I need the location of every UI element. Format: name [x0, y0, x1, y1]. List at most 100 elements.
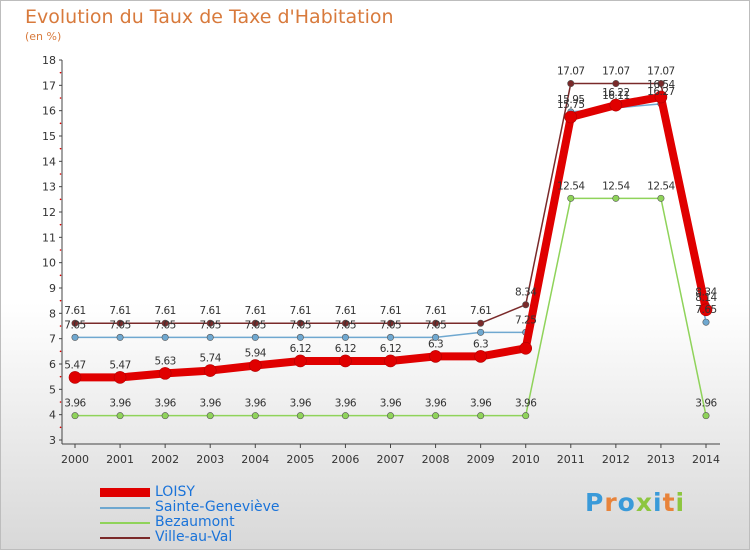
data-label: 6.12: [290, 343, 311, 355]
data-label: 7.25: [515, 314, 536, 326]
x-tick-label: 2006: [331, 453, 359, 466]
y-minor-tick: [59, 223, 62, 226]
data-label: 3.96: [515, 398, 537, 410]
y-tick-label: 17: [42, 79, 56, 92]
data-label: 12.54: [557, 180, 585, 192]
data-label: 5.47: [109, 359, 130, 371]
legend-swatch-ville-au-val: [100, 537, 150, 539]
logo-letter: P: [585, 488, 605, 517]
data-label: 3.96: [200, 398, 222, 410]
series-point-1: [702, 318, 710, 326]
data-label: 15.75: [557, 99, 585, 111]
y-tick-label: 11: [42, 231, 56, 244]
y-tick-label: 14: [42, 155, 56, 168]
data-label: 7.05: [290, 319, 311, 331]
legend-swatch-bezaumont: [100, 522, 150, 524]
data-label: 16.22: [602, 87, 630, 99]
series-point-1: [296, 333, 304, 341]
y-minor-tick: [59, 71, 62, 74]
x-tick-label: 2011: [557, 453, 585, 466]
y-minor-tick: [59, 249, 62, 251]
series-point-2: [251, 412, 259, 420]
series-point-1: [71, 333, 79, 341]
data-label: 5.47: [64, 359, 85, 371]
series-point-3: [206, 319, 214, 327]
data-label: 3.96: [335, 398, 357, 410]
data-label: 3.96: [380, 398, 402, 410]
y-tick-label: 15: [42, 130, 56, 143]
series-point-2: [296, 412, 304, 420]
logo-letter: t: [662, 488, 676, 517]
proxiti-logo: Proxiti: [585, 488, 685, 517]
data-label: 7.61: [290, 305, 311, 317]
x-tick-label: 2012: [602, 453, 630, 466]
x-tick-label: 2005: [286, 453, 314, 466]
series-point-0: [339, 354, 352, 368]
data-label: 7.05: [109, 319, 130, 331]
x-tick-label: 2014: [692, 453, 720, 466]
series-point-2: [116, 412, 124, 420]
data-label: 7.05: [64, 319, 85, 331]
data-label: 3.96: [109, 398, 131, 410]
chart-title: Evolution du Taux de Taxe d'Habitation: [25, 6, 394, 28]
series-point-1: [206, 333, 214, 341]
x-tick-label: 2000: [61, 453, 89, 466]
y-tick-label: 13: [42, 181, 56, 194]
logo-letter: x: [635, 488, 653, 517]
legend-label-bezaumont: Bezaumont: [155, 514, 235, 530]
y-minor-tick: [59, 97, 62, 99]
data-label: 16.11: [602, 90, 630, 102]
data-label: 12.54: [647, 180, 675, 192]
series-point-3: [161, 319, 169, 327]
x-tick-label: 2013: [647, 453, 675, 466]
y-minor-tick: [59, 350, 62, 353]
data-label: 7.61: [109, 305, 130, 317]
series-point-0: [564, 110, 578, 124]
series-point-0: [384, 354, 397, 368]
y-minor-tick: [59, 299, 62, 302]
data-label: 7.61: [245, 305, 266, 317]
series-point-3: [432, 319, 440, 327]
data-label: 7.61: [470, 305, 491, 317]
legend-swatch-loisy: [100, 488, 150, 497]
y-tick-label: 10: [42, 257, 56, 270]
series-point-0: [429, 350, 442, 363]
series-point-2: [161, 412, 169, 420]
series-point-3: [522, 301, 530, 309]
y-minor-tick: [59, 198, 62, 201]
y-tick-label: 9: [49, 282, 56, 295]
series-point-3: [477, 319, 485, 327]
series-point-3: [567, 80, 575, 88]
data-label: 7.05: [245, 319, 266, 331]
data-label: 7.05: [380, 319, 401, 331]
series-point-0: [699, 303, 713, 317]
logo-letter: r: [604, 488, 618, 517]
x-tick-label: 2007: [377, 453, 405, 466]
data-label: 6.3: [473, 338, 488, 350]
series-point-2: [71, 412, 79, 420]
data-label: 17.07: [557, 66, 585, 78]
data-label: 16.27: [647, 86, 675, 98]
data-label: 7.61: [154, 305, 175, 317]
x-tick-label: 2003: [196, 453, 224, 466]
series-point-2: [432, 412, 440, 420]
series-point-1: [432, 333, 440, 341]
series-point-2: [522, 412, 530, 420]
legend-label-sainte-genevieve: Sainte-Geneviève: [155, 499, 280, 515]
data-label: 5.63: [154, 355, 175, 367]
data-label: 7.61: [425, 305, 446, 317]
data-label: 12.54: [602, 180, 630, 192]
series-point-0: [68, 371, 82, 384]
series-point-3: [296, 319, 304, 327]
chart-subtitle: (en %): [25, 30, 62, 43]
data-label: 7.05: [200, 319, 221, 331]
x-tick-label: 2002: [151, 453, 179, 466]
series-point-3: [657, 80, 665, 88]
series-point-3: [71, 319, 79, 327]
series-point-0: [248, 359, 262, 372]
series-point-3: [116, 319, 124, 327]
data-label: 7.61: [335, 305, 356, 317]
data-label: 3.96: [695, 398, 717, 410]
